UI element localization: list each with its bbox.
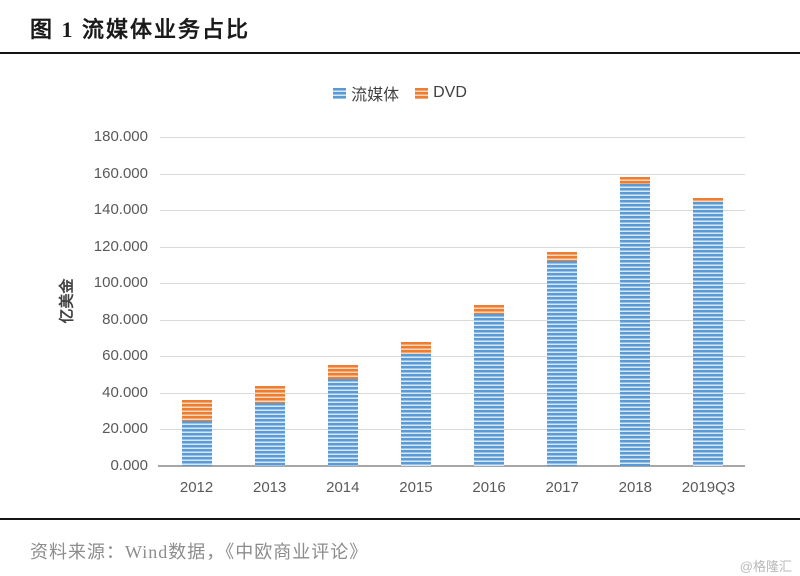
bar-segment-DVD <box>474 304 505 315</box>
figure-title: 图 1 流媒体业务占比 <box>30 17 251 42</box>
gridline <box>160 283 745 285</box>
data-source: 资料来源：Wind数据，《中欧商业评论》 <box>30 542 369 562</box>
gridline <box>160 137 745 138</box>
y-tick-label: 160.000 <box>93 164 148 182</box>
y-tick-label: 100.000 <box>93 274 148 292</box>
x-tick-label: 2019Q3 <box>681 479 736 496</box>
y-tick-label: 0.000 <box>110 457 148 474</box>
y-tick-label: 120.000 <box>93 237 148 255</box>
chart-legend: 流媒体 DVD <box>0 81 800 105</box>
gridline <box>160 319 745 321</box>
legend-item: DVD <box>415 84 467 102</box>
y-tick-label: 140.000 <box>93 201 148 219</box>
bar-2017 <box>547 252 578 466</box>
gridline <box>160 356 745 358</box>
y-tick-label: 80.000 <box>102 310 148 328</box>
gridline <box>160 246 745 248</box>
bar-2012 <box>181 400 212 466</box>
x-tick-label: 2017 <box>545 479 579 496</box>
y-tick-label: 180.000 <box>93 128 148 145</box>
chart: 流媒体 DVD 亿美金 0.000 20.000 40.000 60.000 80.000… <box>0 53 800 518</box>
bar-segment-DVD <box>620 177 651 184</box>
gridline <box>160 392 745 394</box>
legend-swatch-icon <box>415 87 429 99</box>
bar-segment-流媒体 <box>327 379 358 466</box>
top-divider <box>0 52 800 54</box>
y-tick-label: 60.000 <box>102 347 148 365</box>
bar-segment-流媒体 <box>181 420 212 466</box>
bar-2015 <box>400 342 431 466</box>
watermark: @格隆汇 <box>739 559 792 574</box>
plot-area <box>158 137 745 467</box>
gridline <box>160 210 745 212</box>
x-axis-line <box>158 465 745 467</box>
bar-segment-流媒体 <box>254 402 285 466</box>
legend-swatch-icon <box>333 87 347 99</box>
bar-2013 <box>254 386 285 466</box>
bar-segment-DVD <box>327 365 358 380</box>
y-tick-label: 40.000 <box>102 383 148 401</box>
legend-label: 流媒体 <box>351 87 400 104</box>
bar-segment-流媒体 <box>547 260 578 466</box>
x-tick-label: 2014 <box>326 479 360 496</box>
bottom-divider <box>0 518 800 520</box>
gridline <box>160 429 745 431</box>
gridline <box>160 173 745 175</box>
bar-segment-流媒体 <box>474 314 505 466</box>
x-tick-label: 2013 <box>253 479 287 496</box>
legend-label: DVD <box>433 84 467 101</box>
bar-2014 <box>327 365 358 466</box>
x-tick-label: 2012 <box>179 479 214 496</box>
bar-segment-流媒体 <box>620 183 651 466</box>
bar-2019Q3 <box>693 197 724 466</box>
bar-2016 <box>474 304 505 466</box>
bar-segment-DVD <box>400 342 431 354</box>
bar-2018 <box>620 177 651 466</box>
bar-segment-DVD <box>181 400 212 421</box>
bar-segment-流媒体 <box>400 353 431 466</box>
legend-item: 流媒体 <box>333 81 399 105</box>
x-tick-label: 2018 <box>618 479 652 496</box>
bar-segment-流媒体 <box>693 201 724 466</box>
bar-segment-DVD <box>254 386 285 403</box>
bar-segment-DVD <box>693 197 724 202</box>
y-tick-label: 20.000 <box>102 420 148 438</box>
x-tick-label: 2016 <box>472 479 506 496</box>
bar-segment-DVD <box>547 252 578 261</box>
x-tick-label: 2015 <box>399 479 433 496</box>
